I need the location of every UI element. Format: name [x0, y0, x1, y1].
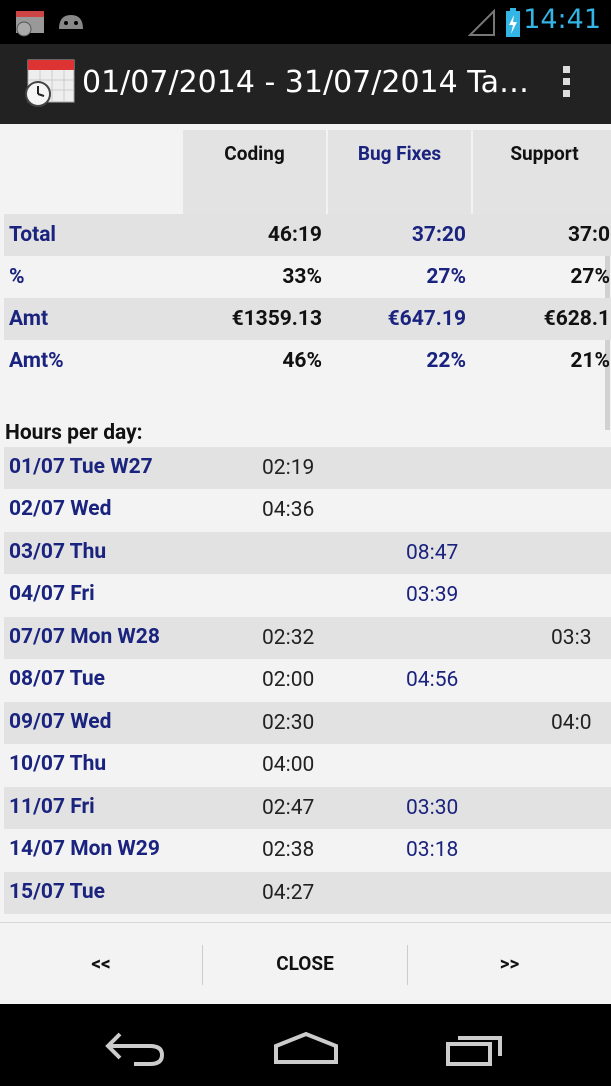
day-label: 08/07 Tue [9, 667, 106, 691]
day-value-coding: 02:47 [262, 796, 315, 820]
day-label: 01/07 Tue W27 [9, 455, 153, 479]
day-value-coding: 02:19 [262, 456, 315, 480]
summary-label: Amt [9, 307, 49, 331]
summary-row-percent: % 33% 27% 27% [4, 256, 611, 298]
day-row[interactable]: 04/07 Fri 03:39 [4, 574, 611, 616]
day-row[interactable]: 03/07 Thu 08:47 [4, 532, 611, 574]
summary-label: Total [9, 223, 56, 247]
battery-charging-icon [506, 8, 520, 37]
navigation-bar [0, 1004, 611, 1086]
summary-row-amount-percent: Amt% 46% 22% 21% [4, 340, 611, 382]
day-value-bug-fixes: 03:18 [406, 838, 459, 862]
summary-value: 21% [570, 349, 610, 373]
overflow-menu-icon[interactable] [561, 66, 573, 102]
summary-row-total: Total 46:19 37:20 37:0 [4, 214, 611, 256]
day-row[interactable]: 14/07 Mon W29 02:38 03:18 [4, 829, 611, 871]
summary-value: 33% [282, 265, 322, 289]
day-value-coding: 02:00 [262, 668, 315, 692]
day-value-support: 03:3 [551, 626, 592, 650]
day-label: 07/07 Mon W28 [9, 625, 160, 649]
column-header-support[interactable]: Support [473, 130, 611, 214]
day-row[interactable]: 09/07 Wed 02:30 04:0 [4, 702, 611, 744]
column-header-coding[interactable]: Coding [183, 130, 326, 214]
day-label: 10/07 Thu [9, 752, 107, 776]
divider [407, 945, 408, 985]
day-row[interactable]: 10/07 Thu 04:00 [4, 744, 611, 786]
calendar-clock-icon[interactable] [22, 54, 78, 110]
day-value-coding: 04:27 [262, 881, 315, 905]
previous-button[interactable]: << [91, 952, 111, 975]
day-value-coding: 04:36 [262, 498, 315, 522]
report-content[interactable]: Coding Bug Fixes Support Total 46:19 37:… [0, 124, 611, 922]
summary-value: 37:20 [411, 223, 466, 247]
day-value-bug-fixes: 04:56 [406, 668, 459, 692]
android-icon [59, 15, 83, 29]
day-row[interactable]: 07/07 Mon W28 02:32 03:3 [4, 617, 611, 659]
day-label: 03/07 Thu [9, 540, 107, 564]
summary-value: €1359.13 [231, 307, 322, 331]
back-icon[interactable] [104, 1028, 168, 1068]
calendar-alarm-icon [16, 11, 44, 37]
column-header-bug-fixes[interactable]: Bug Fixes [328, 130, 471, 214]
summary-value: 27% [426, 265, 466, 289]
signal-icon [468, 8, 495, 36]
day-value-bug-fixes: 08:47 [406, 541, 459, 565]
day-label: 11/07 Fri [9, 795, 95, 819]
summary-label: % [9, 265, 25, 289]
summary-value: €628.1 [543, 307, 610, 331]
summary-label: Amt% [9, 349, 64, 373]
summary-value: €647.19 [387, 307, 466, 331]
day-label: 15/07 Tue [9, 880, 106, 904]
day-value-bug-fixes: 03:39 [406, 583, 459, 607]
summary-value: 27% [570, 265, 610, 289]
day-row[interactable]: 11/07 Fri 02:47 03:30 [4, 787, 611, 829]
day-value-support: 04:0 [551, 711, 592, 735]
day-label: 09/07 Wed [9, 710, 112, 734]
next-button[interactable]: >> [499, 952, 520, 975]
home-icon[interactable] [272, 1030, 340, 1066]
day-row[interactable]: 15/07 Tue 04:27 [4, 872, 611, 914]
status-bar: 14:41 [0, 0, 611, 44]
scrollbar[interactable] [605, 130, 610, 430]
day-label: 02/07 Wed [9, 497, 112, 521]
day-row[interactable]: 02/07 Wed 04:36 [4, 489, 611, 531]
summary-value: 46% [282, 349, 322, 373]
summary-row-amount: Amt €1359.13 €647.19 €628.1 [4, 298, 611, 340]
day-row[interactable]: 08/07 Tue 02:00 04:56 [4, 659, 611, 701]
day-value-coding: 04:00 [262, 753, 315, 777]
action-bar: 01/07/2014 - 31/07/2014 Ta… [0, 44, 611, 125]
day-value-bug-fixes: 03:30 [406, 796, 459, 820]
recents-icon[interactable] [444, 1028, 508, 1068]
section-title: Hours per day: [5, 421, 143, 445]
day-label: 14/07 Mon W29 [9, 837, 160, 861]
summary-value: 22% [426, 349, 466, 373]
day-label: 04/07 Fri [9, 582, 95, 606]
day-value-coding: 02:32 [262, 626, 315, 650]
summary-value: 37:0 [567, 223, 610, 247]
clock: 14:41 [523, 4, 601, 35]
summary-value: 46:19 [267, 223, 322, 247]
close-button[interactable]: CLOSE [276, 952, 334, 975]
day-row[interactable]: 01/07 Tue W27 02:19 [4, 447, 611, 489]
day-value-coding: 02:30 [262, 711, 315, 735]
day-value-coding: 02:38 [262, 838, 315, 862]
page-title: 01/07/2014 - 31/07/2014 Ta… [82, 65, 529, 100]
button-bar: << CLOSE >> [0, 922, 611, 1005]
divider [202, 945, 203, 985]
